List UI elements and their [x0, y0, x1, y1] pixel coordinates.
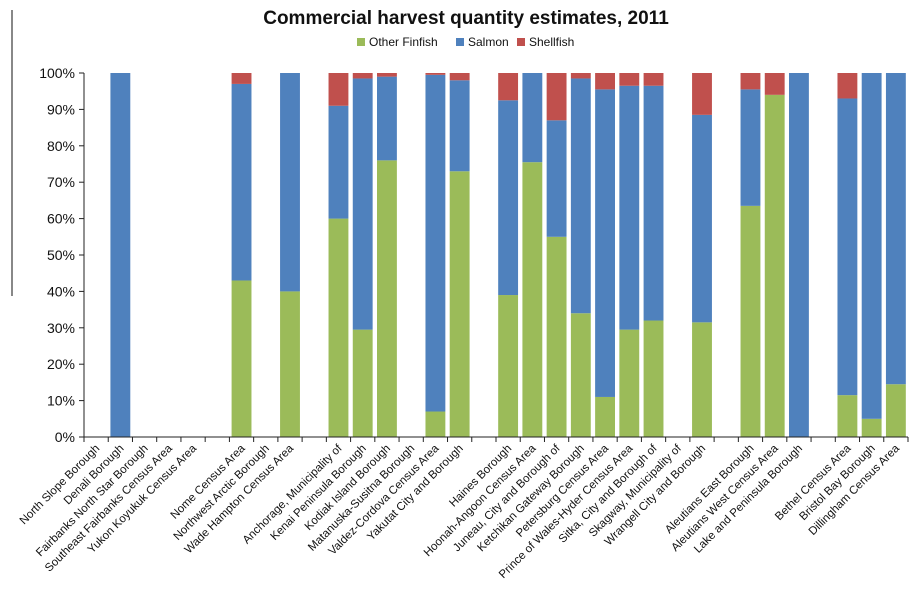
bar-salmon-ketchikan-gateway-borough [570, 78, 591, 314]
bar-salmon-aleutians-east-borough [740, 89, 761, 206]
bar-shellfish-aleutians-west-census-area [764, 73, 785, 95]
bar-shellfish-ketchikan-gateway-borough [570, 73, 591, 79]
y-tick-label: 80% [47, 138, 75, 154]
y-tick-label: 40% [47, 283, 75, 299]
bar-other-finfish-ketchikan-gateway-borough [570, 313, 591, 437]
bar-shellfish-juneau-city-and-borough-of [546, 73, 567, 121]
bar-other-finfish-bethel-census-area [837, 395, 858, 437]
bar-shellfish-aleutians-east-borough [740, 73, 761, 90]
bar-shellfish-haines-borough [498, 73, 519, 101]
y-tick-label: 90% [47, 101, 75, 117]
bar-shellfish-anchorage-municipality-of [328, 73, 349, 106]
bar-other-finfish-valdez-cordova-census-area [425, 411, 446, 437]
y-tick-label: 30% [47, 320, 75, 336]
y-tick-label: 0% [55, 429, 75, 445]
legend: Other Finfish Salmon Shellfish [357, 35, 574, 49]
bar-salmon-denali-borough [110, 73, 131, 437]
bar-shellfish-bethel-census-area [837, 73, 858, 99]
y-tick-label: 10% [47, 393, 75, 409]
bar-salmon-kodiak-island-borough [377, 76, 397, 161]
bar-shellfish-sitka-city-and-borough-of [643, 73, 664, 86]
bar-other-finfish-bristol-bay-borough [861, 418, 882, 437]
legend-label-salmon: Salmon [468, 35, 509, 49]
y-tick-label: 50% [47, 247, 75, 263]
bar-salmon-petersburg-census-area [595, 89, 615, 397]
bar-salmon-anchorage-municipality-of [328, 105, 349, 219]
bar-salmon-haines-borough [498, 100, 519, 296]
y-tick-label: 70% [47, 174, 75, 190]
bars [110, 73, 906, 438]
legend-swatch-shellfish [517, 38, 525, 46]
bar-other-finfish-juneau-city-and-borough-of [546, 236, 567, 437]
bar-shellfish-nome-census-area [231, 73, 252, 84]
bar-salmon-hoonah-angoon-census-area [522, 73, 543, 163]
bar-other-finfish-wade-hampton-census-area [280, 291, 300, 437]
bar-other-finfish-anchorage-municipality-of [328, 218, 349, 437]
bar-salmon-wrangell-city-and-borough [692, 114, 712, 323]
bar-salmon-prince-of-wales-hyder-census-area [619, 85, 640, 330]
bar-other-finfish-dillingham-census-area [885, 384, 906, 437]
legend-label-shellfish: Shellfish [529, 35, 574, 49]
bar-salmon-nome-census-area [231, 83, 252, 281]
bar-salmon-sitka-city-and-borough-of [643, 85, 664, 321]
bar-shellfish-kenai-peninsula-borough [352, 73, 373, 79]
bar-other-finfish-sitka-city-and-borough-of [643, 320, 664, 437]
bar-shellfish-kodiak-island-borough [377, 73, 397, 77]
bar-other-finfish-wrangell-city-and-borough [692, 322, 712, 437]
bar-salmon-wade-hampton-census-area [280, 73, 300, 292]
bar-other-finfish-aleutians-east-borough [740, 205, 761, 437]
bar-other-finfish-haines-borough [498, 295, 519, 437]
legend-swatch-salmon [456, 38, 464, 46]
bar-salmon-juneau-city-and-borough-of [546, 120, 567, 237]
bar-shellfish-wrangell-city-and-borough [692, 73, 712, 115]
bar-salmon-lake-and-peninsula-borough [789, 73, 809, 437]
y-axis: 0% 10% 20% 30% 40% 50% 60% 70% 80% 90% 100% [39, 65, 85, 445]
bar-other-finfish-prince-of-wales-hyder-census-area [619, 329, 640, 437]
bar-salmon-valdez-cordova-census-area [425, 74, 446, 412]
bar-shellfish-petersburg-census-area [595, 73, 615, 90]
bar-shellfish-valdez-cordova-census-area [425, 73, 446, 75]
y-tick-label: 20% [47, 356, 75, 372]
bar-other-finfish-nome-census-area [231, 280, 252, 437]
bar-other-finfish-kodiak-island-borough [377, 160, 397, 438]
chart-title: Commercial harvest quantity estimates, 2… [263, 8, 669, 29]
bar-shellfish-yakutat-city-and-borough [449, 73, 470, 81]
bar-other-finfish-petersburg-census-area [595, 396, 615, 437]
bar-other-finfish-yakutat-city-and-borough [449, 171, 470, 437]
bar-salmon-yakutat-city-and-borough [449, 80, 470, 172]
bar-salmon-dillingham-census-area [885, 73, 906, 385]
bar-salmon-bristol-bay-borough [861, 73, 882, 419]
bar-salmon-bethel-census-area [837, 98, 858, 396]
bar-other-finfish-kenai-peninsula-borough [352, 329, 373, 437]
legend-swatch-other-finfish [357, 38, 365, 46]
bar-other-finfish-aleutians-west-census-area [764, 94, 785, 437]
y-tick-label: 60% [47, 211, 75, 227]
bar-salmon-kenai-peninsula-borough [352, 78, 373, 330]
bar-shellfish-prince-of-wales-hyder-census-area [619, 73, 640, 86]
bar-other-finfish-hoonah-angoon-census-area [522, 162, 543, 437]
legend-label-other-finfish: Other Finfish [369, 35, 438, 49]
y-tick-label: 100% [39, 65, 75, 81]
